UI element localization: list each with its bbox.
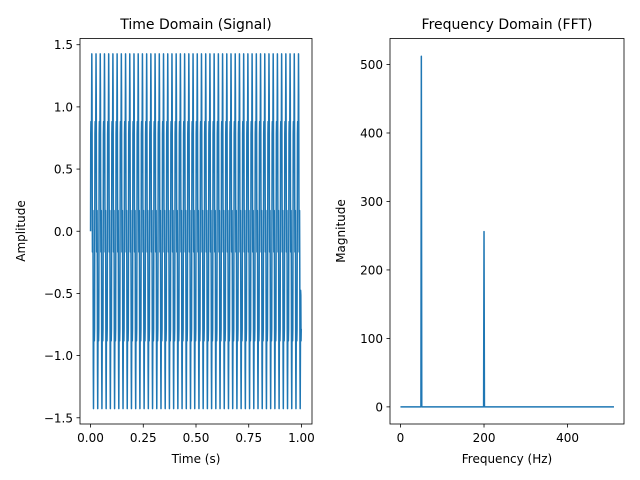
fft-series — [400, 55, 614, 408]
y-tick-label: 100 — [360, 332, 383, 346]
series-line — [89, 53, 302, 410]
frequency-domain-title: Frequency Domain (FFT) — [422, 17, 593, 33]
time-domain-xticks: 0.00 0.25 0.50 0.75 1.00 — [77, 424, 315, 445]
y-tick-label: 0.5 — [54, 163, 73, 177]
y-tick-label: 200 — [360, 263, 383, 277]
time-domain-subplot: 0.00 0.25 0.50 0.75 1.00 −1.5 −1.0 −0.5 0.0 0.5 1… — [14, 17, 315, 466]
x-tick-label: 0.50 — [183, 431, 210, 445]
frequency-domain-xlabel: Frequency (Hz) — [462, 452, 553, 466]
y-tick-label: 1.5 — [54, 38, 73, 52]
y-tick-label: 300 — [360, 195, 383, 209]
time-domain-yticks: −1.5 −1.0 −0.5 0.0 0.5 1.0 1.5 — [44, 38, 80, 425]
time-domain-ylabel: Amplitude — [14, 200, 28, 262]
signal-series — [89, 53, 302, 410]
time-domain-xlabel: Time (s) — [171, 452, 221, 466]
frequency-domain-ylabel: Magnitude — [334, 199, 348, 263]
x-tick-label: 400 — [556, 431, 579, 445]
y-tick-label: 500 — [360, 58, 383, 72]
y-tick-label: 1.0 — [54, 100, 73, 114]
x-tick-label: 0.75 — [235, 431, 262, 445]
x-tick-label: 1.00 — [288, 431, 315, 445]
frequency-domain-subplot: 0 200 400 0 100 200 300 400 500 Frequency Domai… — [334, 17, 625, 466]
x-tick-label: 0.25 — [130, 431, 157, 445]
y-tick-label: 0 — [375, 400, 383, 414]
y-tick-label: −0.5 — [44, 287, 73, 301]
y-tick-label: 0.0 — [54, 225, 73, 239]
frequency-domain-xticks: 0 200 400 — [397, 424, 579, 445]
x-tick-label: 0 — [397, 431, 405, 445]
y-tick-label: 400 — [360, 126, 383, 140]
frequency-domain-yticks: 0 100 200 300 400 500 — [360, 58, 390, 414]
time-domain-title: Time Domain (Signal) — [119, 17, 271, 33]
frequency-domain-axes-frame — [389, 38, 625, 425]
y-tick-label: −1.0 — [44, 349, 73, 363]
x-tick-label: 200 — [473, 431, 496, 445]
series-line — [400, 55, 614, 408]
x-tick-label: 0.00 — [77, 431, 104, 445]
y-tick-label: −1.5 — [44, 411, 73, 425]
